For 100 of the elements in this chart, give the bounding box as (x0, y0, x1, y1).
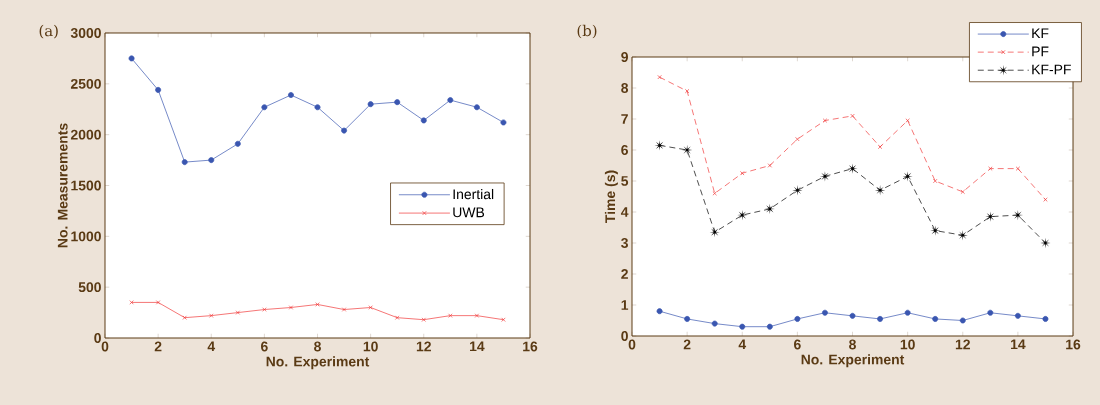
point (904, 309, 911, 316)
point (235, 310, 240, 315)
point (905, 118, 910, 123)
legend-label: KF-PF (1032, 64, 1071, 75)
y-tick-label: 500 (78, 282, 101, 293)
y-tick-label: 1000 (71, 231, 101, 242)
y-tick-label: 8 (621, 83, 629, 93)
x-tick-label: 16 (523, 341, 538, 352)
x-tick-label: 4 (207, 341, 216, 352)
chart-title: (b) (577, 24, 597, 39)
point (1014, 312, 1021, 319)
legend-label: UWB (453, 207, 485, 218)
y-axis-title: No. Measurements (57, 123, 68, 248)
point (959, 317, 966, 324)
x-tick-label: 6 (261, 341, 268, 352)
x-tick-label: 2 (683, 339, 691, 350)
point (473, 104, 480, 111)
y-tick-label: 1500 (71, 180, 101, 191)
point (181, 159, 188, 166)
point (474, 313, 480, 318)
point (850, 113, 855, 119)
y-tick-label: 9 (621, 52, 628, 62)
point (128, 55, 135, 62)
x-tick-label: 8 (314, 341, 321, 352)
legend-label: PF (1032, 46, 1049, 57)
x-tick-label: 2 (154, 341, 162, 352)
point (932, 316, 939, 322)
point (368, 305, 373, 310)
x-tick-label: 16 (1066, 339, 1081, 350)
point (262, 307, 267, 312)
point (341, 307, 347, 312)
point (987, 309, 994, 316)
point (795, 136, 800, 142)
legend-label: Inertial (453, 188, 494, 200)
point (933, 178, 938, 184)
point (395, 315, 400, 320)
y-tick-label: 2 (621, 269, 628, 279)
point (288, 305, 294, 310)
y-axis-title: Time (s) (604, 170, 618, 223)
point (985, 211, 996, 222)
x-tick-label: 14 (470, 341, 485, 352)
point (767, 163, 773, 168)
point (877, 144, 883, 150)
point (709, 226, 720, 238)
point (314, 104, 321, 111)
point (684, 88, 690, 94)
legend-label: KF (1032, 28, 1049, 39)
x-tick-label: 6 (794, 339, 801, 350)
x-tick-label: 12 (416, 341, 431, 352)
y-tick-label: 2000 (70, 129, 101, 140)
y-tick-label: 2500 (70, 78, 101, 89)
y-tick-label: 6 (621, 145, 628, 155)
y-tick-label: 0 (621, 331, 628, 341)
point (847, 163, 858, 174)
point (960, 189, 965, 195)
point (711, 320, 718, 327)
y-tick-label: 4 (620, 207, 629, 217)
point (957, 230, 968, 241)
x-tick-label: 12 (955, 339, 970, 350)
point (740, 171, 745, 176)
point (234, 140, 241, 147)
x-tick-label: 4 (738, 339, 747, 350)
x-tick-label: 8 (849, 339, 856, 350)
y-tick-label: 1 (621, 300, 629, 310)
point (209, 313, 214, 318)
point (657, 74, 662, 80)
y-tick-label: 3000 (70, 28, 101, 38)
point (341, 127, 348, 134)
point (766, 323, 773, 330)
point (739, 323, 746, 330)
point (182, 315, 187, 320)
point (654, 140, 665, 151)
point (877, 316, 884, 322)
point (288, 92, 294, 98)
point (1042, 316, 1049, 322)
point (447, 97, 454, 104)
point (367, 101, 374, 108)
point (794, 316, 801, 322)
point (822, 309, 828, 316)
point (155, 86, 162, 93)
point (792, 185, 803, 196)
y-tick-label: 7 (621, 114, 628, 124)
x-tick-label: 0 (628, 339, 636, 350)
x-tick-label: 14 (1011, 339, 1026, 350)
point (261, 104, 268, 111)
point (421, 317, 426, 322)
y-tick-label: 3 (621, 238, 628, 248)
x-tick-label: 0 (101, 341, 109, 352)
point (448, 313, 453, 318)
point (208, 157, 215, 164)
x-tick-label: 10 (363, 341, 378, 352)
point (656, 308, 663, 315)
point (500, 119, 507, 126)
y-tick-label: 5 (621, 176, 629, 186)
point (902, 171, 913, 182)
point (155, 300, 161, 305)
chart-title: (a) (39, 24, 58, 39)
point (394, 99, 401, 106)
point (988, 166, 993, 171)
point (1043, 197, 1048, 202)
